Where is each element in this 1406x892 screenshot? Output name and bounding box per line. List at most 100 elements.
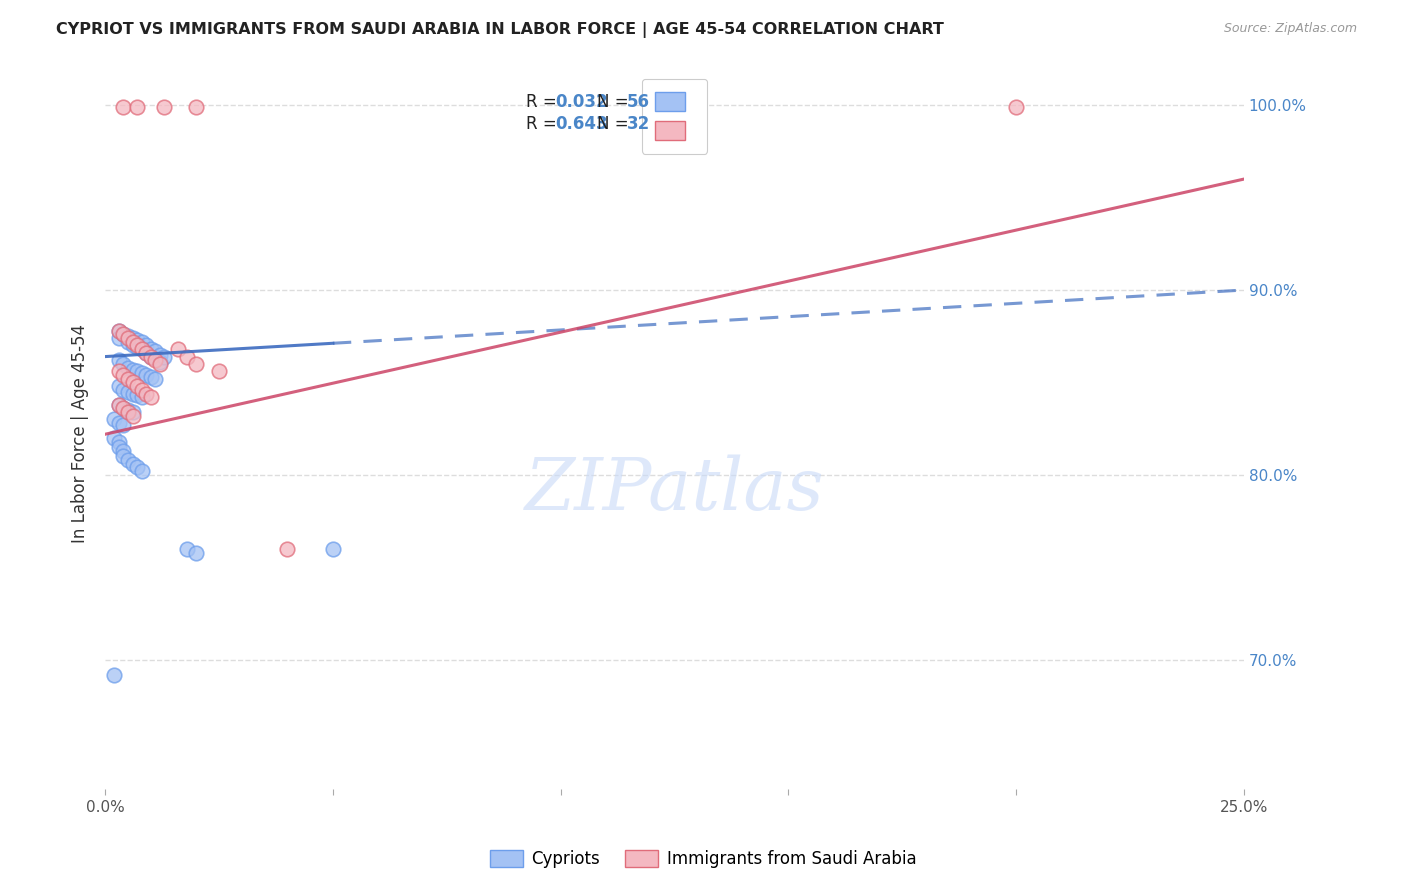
Point (108, 398, 131, 412)
Point (117, 405, 139, 419)
Point (117, 403, 139, 417)
Point (108, 324, 131, 338)
Point (153, 100, 176, 114)
Text: ZIPatlas: ZIPatlas (524, 455, 824, 525)
Point (153, 350, 176, 364)
Point (276, 541, 298, 556)
Point (131, 366, 153, 380)
Point (103, 667, 125, 681)
Point (127, 338, 149, 352)
Point (176, 541, 198, 556)
Point (108, 364, 131, 378)
Point (167, 342, 190, 356)
Point (108, 324, 131, 338)
Legend: , : , (643, 78, 707, 153)
Y-axis label: In Labor Force | Age 45-54: In Labor Force | Age 45-54 (72, 324, 89, 543)
Text: 0.643: 0.643 (555, 115, 607, 133)
Point (108, 416, 131, 430)
Text: 0.032: 0.032 (555, 94, 607, 112)
Point (127, 340, 149, 354)
Point (186, 100, 208, 114)
Text: N =: N = (598, 115, 634, 133)
Point (131, 464, 153, 478)
Point (135, 368, 157, 382)
Point (135, 386, 157, 401)
Text: Source: ZipAtlas.com: Source: ZipAtlas.com (1223, 22, 1357, 36)
Point (131, 383, 153, 397)
Point (139, 390, 162, 404)
Point (121, 386, 143, 401)
Point (127, 100, 149, 114)
Point (121, 338, 143, 352)
Point (121, 409, 143, 423)
Text: 32: 32 (627, 115, 650, 133)
Point (135, 338, 157, 352)
Point (127, 333, 149, 347)
Text: 56: 56 (627, 94, 650, 112)
Point (121, 457, 143, 471)
Point (108, 353, 131, 368)
Point (117, 334, 139, 349)
Point (131, 342, 153, 356)
Point (121, 376, 143, 390)
Point (117, 331, 139, 345)
Point (112, 100, 135, 114)
Point (186, 357, 208, 371)
Point (121, 405, 143, 419)
Text: R =: R = (526, 94, 562, 112)
Point (117, 329, 139, 343)
Point (108, 434, 131, 449)
Point (112, 327, 135, 342)
Point (112, 383, 135, 397)
Point (139, 370, 162, 384)
Point (108, 379, 131, 393)
Point (139, 350, 162, 364)
Point (117, 453, 139, 467)
Point (322, 541, 344, 556)
Point (108, 398, 131, 412)
Point (112, 417, 135, 432)
Point (139, 342, 162, 356)
Text: N =: N = (598, 94, 634, 112)
Point (131, 342, 153, 356)
Point (108, 440, 131, 454)
Point (127, 460, 149, 475)
Point (1005, 100, 1028, 114)
Point (127, 388, 149, 402)
Point (176, 350, 198, 364)
Point (112, 450, 135, 464)
Point (112, 401, 135, 416)
Point (139, 350, 162, 364)
Point (131, 390, 153, 404)
Point (108, 331, 131, 345)
Point (103, 431, 125, 445)
Point (112, 401, 135, 416)
Point (112, 357, 135, 371)
Point (121, 334, 143, 349)
Point (127, 364, 149, 378)
Point (143, 344, 166, 359)
Point (121, 331, 143, 345)
Point (149, 357, 172, 371)
Point (112, 443, 135, 458)
Point (112, 327, 135, 342)
Point (112, 368, 135, 382)
Point (121, 362, 143, 376)
Point (143, 372, 166, 386)
Point (208, 364, 231, 378)
Point (127, 379, 149, 393)
Legend: Cypriots, Immigrants from Saudi Arabia: Cypriots, Immigrants from Saudi Arabia (484, 843, 922, 875)
Point (135, 346, 157, 360)
Point (143, 353, 166, 368)
Point (103, 412, 125, 426)
Text: R =: R = (526, 115, 562, 133)
Point (117, 384, 139, 399)
Point (117, 360, 139, 375)
Text: CYPRIOT VS IMMIGRANTS FROM SAUDI ARABIA IN LABOR FORCE | AGE 45-54 CORRELATION C: CYPRIOT VS IMMIGRANTS FROM SAUDI ARABIA … (56, 22, 943, 38)
Point (131, 334, 153, 349)
Point (117, 372, 139, 386)
Point (149, 348, 172, 362)
Point (149, 355, 172, 369)
Point (186, 545, 208, 559)
Point (135, 346, 157, 360)
